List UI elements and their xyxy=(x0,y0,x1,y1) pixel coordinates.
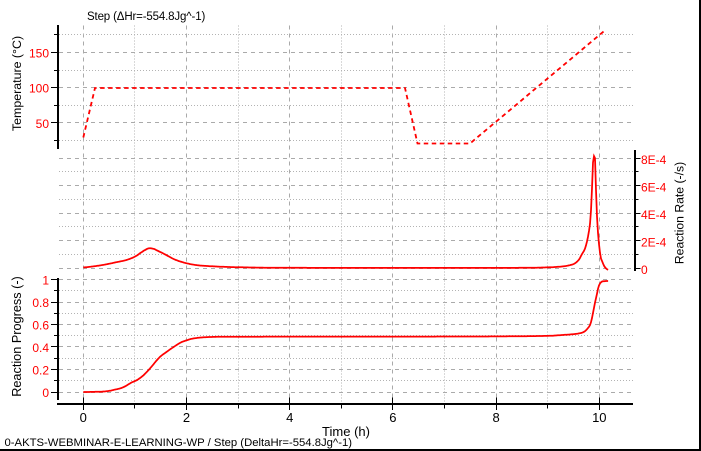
svg-text:0.2: 0.2 xyxy=(32,364,49,378)
svg-text:150: 150 xyxy=(29,46,49,60)
svg-text:2: 2 xyxy=(183,410,190,425)
svg-text:4E-4: 4E-4 xyxy=(641,208,667,222)
svg-text:Reaction Progress (-): Reaction Progress (-) xyxy=(10,276,24,397)
svg-text:Reaction Rate (-/s): Reaction Rate (-/s) xyxy=(673,162,687,264)
svg-text:100: 100 xyxy=(29,82,49,96)
svg-text:0: 0 xyxy=(641,263,648,277)
svg-text:0.4: 0.4 xyxy=(32,341,49,355)
svg-text:0: 0 xyxy=(80,410,87,425)
svg-text:Temperature (°C): Temperature (°C) xyxy=(10,36,24,131)
svg-text:0-AKTS-WEBMINAR-E-LEARNING-WP: 0-AKTS-WEBMINAR-E-LEARNING-WP / Step (De… xyxy=(5,437,353,449)
svg-text:Time (h): Time (h) xyxy=(322,424,370,439)
svg-text:0.8: 0.8 xyxy=(32,296,49,310)
svg-text:8E-4: 8E-4 xyxy=(641,153,667,167)
svg-text:6: 6 xyxy=(389,410,396,425)
svg-text:50: 50 xyxy=(36,117,50,131)
svg-text:6E-4: 6E-4 xyxy=(641,181,667,195)
svg-text:Step (ΔHr=-554.8Jg^-1): Step (ΔHr=-554.8Jg^-1) xyxy=(87,11,205,23)
svg-text:1: 1 xyxy=(42,274,49,288)
svg-text:8: 8 xyxy=(492,410,499,425)
svg-text:4: 4 xyxy=(286,410,293,425)
svg-text:0.6: 0.6 xyxy=(32,319,49,333)
svg-text:0: 0 xyxy=(42,386,49,400)
svg-text:10: 10 xyxy=(592,410,606,425)
svg-text:2E-4: 2E-4 xyxy=(641,236,667,250)
